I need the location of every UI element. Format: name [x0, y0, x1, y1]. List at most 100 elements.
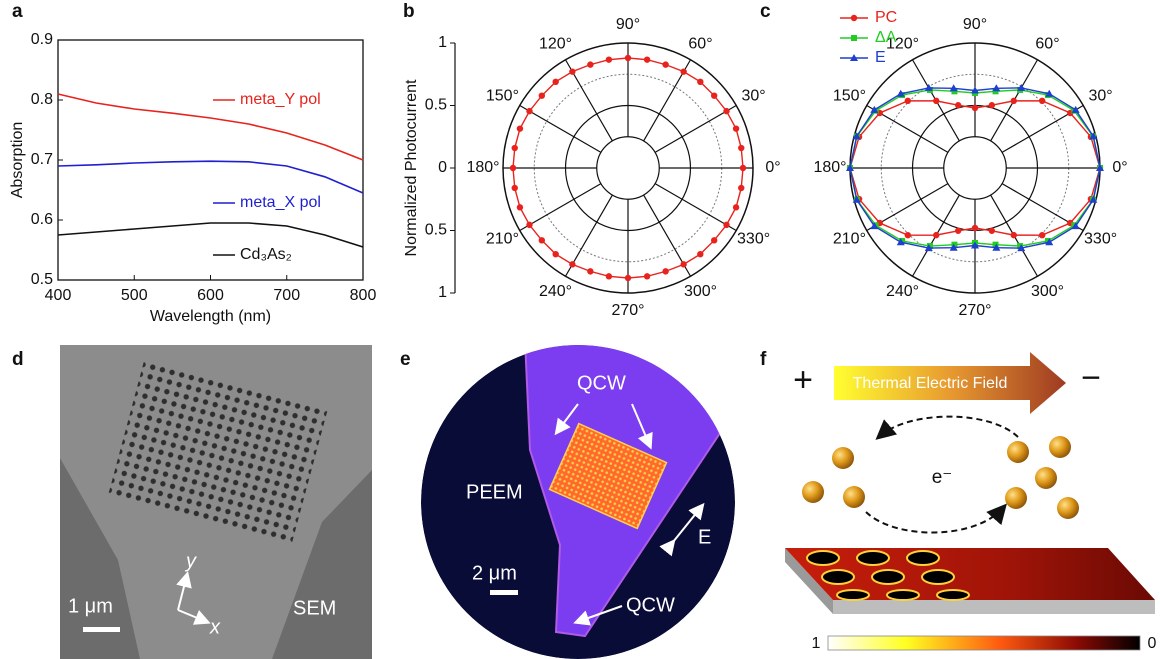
marker — [538, 92, 546, 99]
marker — [1017, 83, 1026, 91]
scale-bar-label: 1 μm — [68, 595, 113, 617]
y-tick-label: 0.9 — [31, 31, 53, 48]
angle-label: 60° — [1035, 35, 1059, 52]
x-tick-label: 500 — [121, 287, 148, 304]
colorbar — [827, 635, 1141, 651]
hole — [836, 589, 870, 601]
marker — [1089, 195, 1098, 203]
hole — [886, 589, 920, 601]
arrow-label: Thermal Electric Field — [853, 375, 1008, 392]
marker — [697, 250, 704, 258]
electrons — [802, 436, 1079, 519]
slab-side — [785, 548, 833, 614]
marker — [992, 84, 1001, 92]
angle-label: 330° — [737, 231, 770, 248]
y-axis-label: Absorption — [9, 122, 26, 199]
marker — [1038, 231, 1046, 239]
angle-label: 210° — [833, 231, 866, 248]
marker — [896, 89, 905, 97]
marker — [680, 68, 687, 75]
marker — [933, 97, 940, 105]
marker — [988, 227, 996, 234]
marker — [1010, 97, 1017, 105]
marker — [738, 184, 745, 192]
marker — [697, 78, 704, 86]
electron — [832, 447, 854, 469]
field-arrow — [834, 352, 1066, 414]
peem-panel: e QCW PEEM 2 μm QCW E — [400, 345, 735, 659]
angle-label: 30° — [1088, 88, 1112, 105]
series-line — [57, 93, 364, 161]
marker — [954, 227, 962, 234]
angle-label: 150° — [833, 88, 866, 105]
arrow — [573, 605, 623, 626]
label-qcw: QCW — [626, 594, 675, 616]
sem-panel: d y x 1 μm SEM — [12, 345, 372, 659]
angle-label: 150° — [486, 88, 519, 105]
legend-label: E — [875, 49, 886, 66]
marker — [1010, 231, 1017, 239]
electron — [1035, 467, 1057, 489]
grid-spoke — [654, 104, 737, 153]
plot-frame — [57, 39, 364, 281]
marker — [569, 68, 576, 75]
angle-label: 240° — [886, 283, 919, 300]
electron — [1007, 441, 1029, 463]
marker — [954, 102, 962, 109]
field-arrow — [659, 502, 705, 557]
marker — [1017, 244, 1026, 252]
marker — [896, 238, 905, 246]
marker — [662, 268, 669, 275]
marker — [851, 35, 857, 41]
marker — [904, 231, 912, 239]
angle-label: 300° — [1031, 283, 1064, 300]
colorbar-max-label: 1 — [812, 635, 821, 652]
hole-array — [108, 359, 328, 545]
slab-front — [833, 600, 1155, 614]
scale-bar-label: 2 μm — [472, 562, 517, 584]
marker — [552, 250, 559, 258]
marker — [739, 164, 747, 172]
marker — [605, 56, 613, 63]
marker — [924, 244, 933, 252]
marker — [710, 237, 718, 244]
marker — [511, 144, 518, 152]
angle-label: 90° — [963, 16, 987, 33]
panel-letter: f — [760, 349, 767, 370]
angle-label: 0° — [765, 159, 780, 176]
marker — [723, 107, 730, 115]
marker — [723, 221, 730, 229]
legend-label: PC — [875, 9, 897, 26]
grid-spoke — [519, 183, 602, 232]
minus-sign: − — [1081, 359, 1101, 397]
electron — [1049, 436, 1071, 458]
angle-label: 210° — [486, 231, 519, 248]
marker — [971, 241, 979, 249]
electron — [802, 481, 824, 503]
hole — [856, 550, 890, 566]
marker — [1038, 97, 1046, 105]
y-tick-label: 0.5 — [425, 97, 447, 114]
electron — [843, 486, 865, 508]
scale-bar — [490, 590, 518, 595]
marker — [732, 204, 740, 211]
marker — [710, 92, 718, 99]
panel-letter: e — [400, 349, 411, 370]
marker — [587, 61, 594, 68]
legend-label: Cd₃As₂ — [240, 246, 292, 263]
hole — [871, 569, 905, 585]
marker — [850, 54, 858, 61]
axis-arrow-x — [177, 609, 211, 625]
y-tick-label: 0.5 — [425, 222, 447, 239]
marker — [951, 88, 958, 95]
hole-array — [548, 422, 668, 530]
marker — [526, 107, 533, 115]
hole — [921, 569, 955, 585]
marker — [1017, 243, 1024, 250]
axis-x-label: x — [209, 616, 221, 638]
electron-label: e⁻ — [932, 467, 953, 488]
angle-label: 270° — [958, 302, 991, 319]
schematic-panel: f + Thermal Electric Field − e⁻ — [760, 349, 1157, 652]
y-axis-label: Normalized Photocurrent — [403, 79, 420, 257]
marker — [511, 184, 518, 192]
